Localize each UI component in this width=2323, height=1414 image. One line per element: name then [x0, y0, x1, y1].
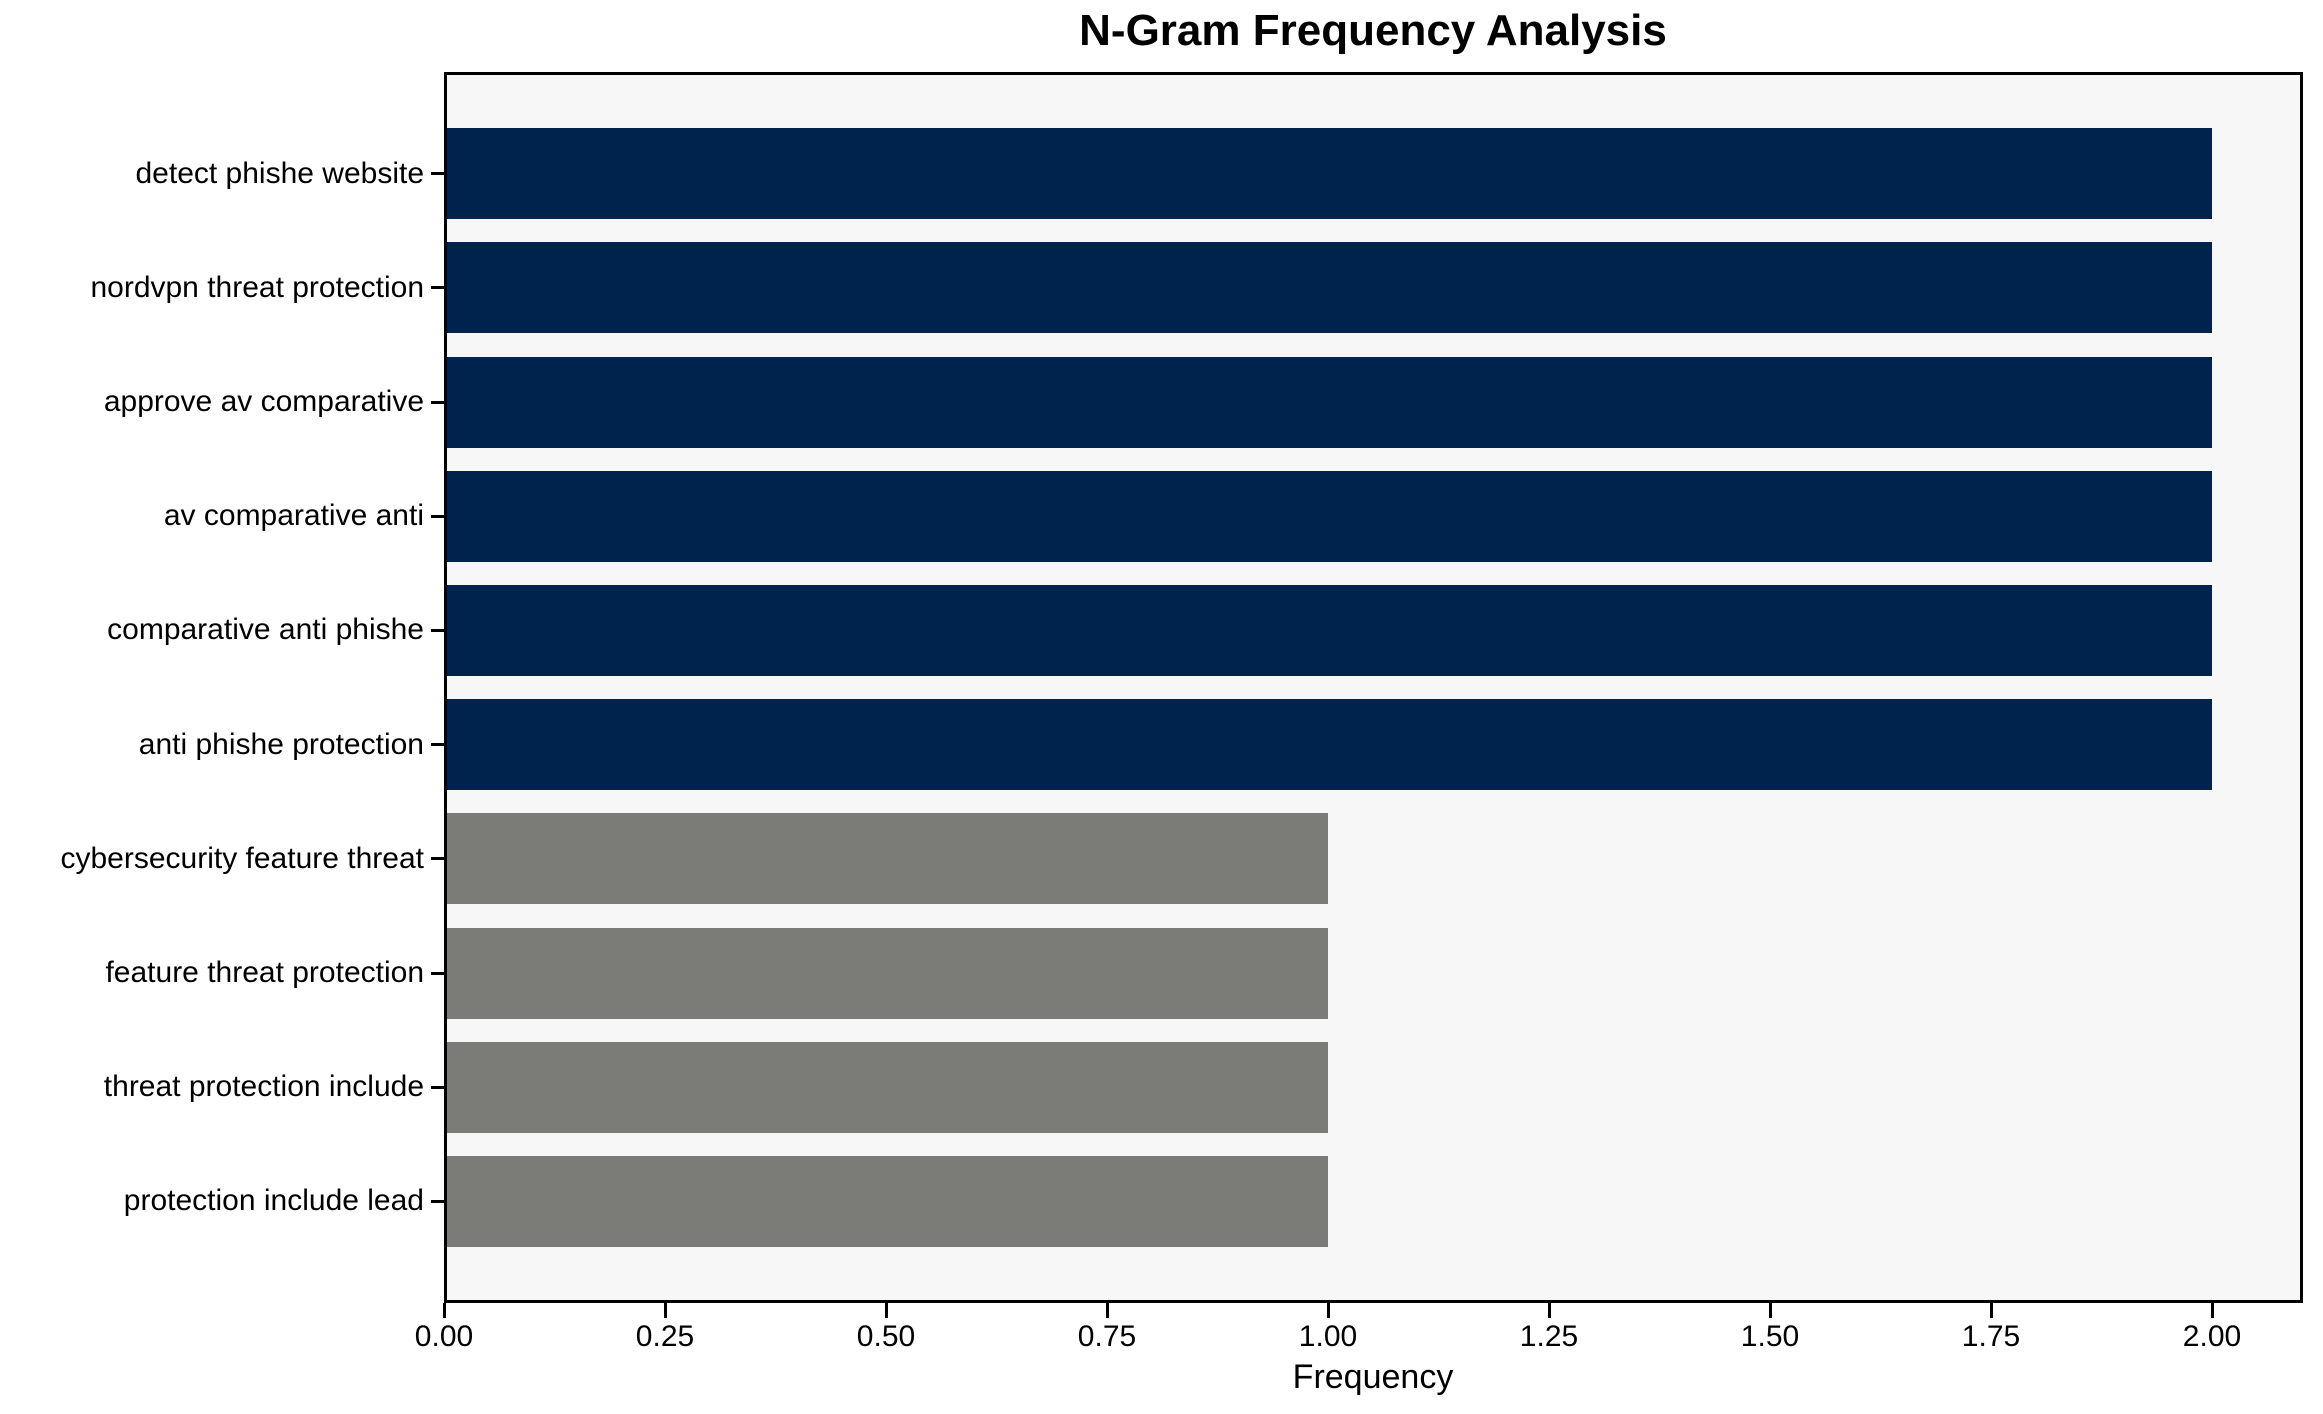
x-tick-label: 1.50 [1740, 1320, 1800, 1353]
y-tick-label: av comparative anti [163, 499, 424, 533]
x-tick-mark [2210, 1303, 2214, 1318]
x-tick-label: 0.25 [635, 1320, 695, 1353]
y-tick-mark [431, 514, 444, 518]
x-tick-mark [1547, 1303, 1551, 1318]
y-tick-mark [431, 628, 444, 632]
y-tick-mark [431, 172, 444, 176]
y-tick-mark [431, 400, 444, 404]
y-tick-mark [431, 857, 444, 861]
x-tick-label: 0.00 [414, 1320, 474, 1353]
plot-area [444, 72, 2303, 1303]
y-tick-mark [431, 1199, 444, 1203]
chart-title: N-Gram Frequency Analysis [1079, 6, 1667, 55]
bar [444, 1041, 1328, 1133]
x-tick-mark [1989, 1303, 1993, 1318]
y-tick-label: threat protection include [103, 1070, 424, 1104]
bar [444, 356, 2212, 448]
x-tick-mark [1326, 1303, 1330, 1318]
x-tick-label: 1.25 [1519, 1320, 1579, 1353]
bar [444, 470, 2212, 562]
y-tick-label: cybersecurity feature threat [60, 841, 424, 875]
x-tick-mark [442, 1303, 446, 1318]
y-tick-mark [431, 1085, 444, 1089]
y-tick-mark [431, 286, 444, 290]
bar [444, 699, 2212, 791]
y-tick-label: anti phishe protection [138, 727, 424, 761]
y-tick-mark [431, 743, 444, 747]
bar [444, 242, 2212, 334]
bar [444, 128, 2212, 220]
x-tick-mark [1105, 1303, 1109, 1318]
y-tick-label: nordvpn threat protection [90, 270, 424, 304]
bar [444, 927, 1328, 1019]
y-tick-label: comparative anti phishe [107, 613, 424, 647]
x-tick-mark [663, 1303, 667, 1318]
y-tick-label: feature threat protection [105, 956, 424, 989]
bar [444, 813, 1328, 905]
x-tick-label: 1.75 [1961, 1320, 2021, 1353]
y-tick-label: detect phishe website [135, 156, 424, 190]
x-tick-label: 0.50 [856, 1320, 916, 1353]
x-tick-label: 1.00 [1298, 1320, 1358, 1353]
x-tick-mark [884, 1303, 888, 1318]
x-tick-label: 0.75 [1077, 1320, 1137, 1353]
x-tick-label: 2.00 [2182, 1320, 2242, 1353]
x-tick-mark [1768, 1303, 1772, 1318]
y-tick-label: protection include lead [123, 1184, 424, 1218]
bar [444, 1155, 1328, 1247]
bar [444, 584, 2212, 676]
y-tick-mark [431, 971, 444, 975]
x-axis-label: Frequency [1292, 1358, 1454, 1396]
y-tick-label: approve av comparative [103, 385, 424, 418]
